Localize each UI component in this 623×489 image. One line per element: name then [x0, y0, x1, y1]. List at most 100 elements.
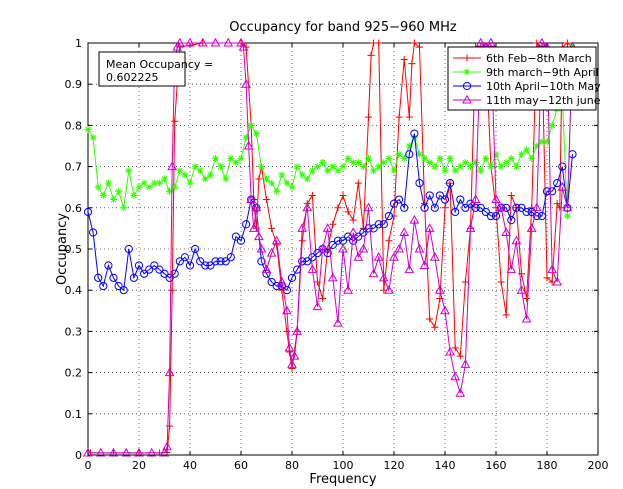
data-point	[358, 243, 369, 253]
data-point	[268, 224, 276, 232]
data-point	[492, 150, 500, 158]
data-point	[110, 196, 117, 204]
legend-label: 9th march−9th April	[486, 66, 599, 79]
data-point	[120, 204, 128, 212]
data-point	[429, 252, 440, 261]
data-point	[339, 191, 347, 199]
data-point	[206, 171, 214, 179]
data-point	[378, 272, 389, 282]
data-point	[339, 163, 347, 171]
data-point	[466, 199, 475, 208]
data-point	[481, 207, 490, 217]
data-point	[308, 253, 317, 262]
data-point	[395, 113, 403, 121]
data-point	[491, 211, 501, 221]
data-point	[175, 257, 184, 266]
data-point	[134, 261, 144, 270]
data-point	[266, 247, 277, 257]
y-tick-label: 0.5	[65, 243, 83, 256]
data-point	[288, 364, 296, 372]
data-point	[161, 175, 168, 183]
data-point	[278, 286, 286, 294]
data-point	[159, 447, 170, 457]
data-point	[451, 167, 459, 175]
data-point	[389, 199, 399, 208]
data-point	[516, 284, 527, 294]
data-point	[533, 142, 541, 150]
data-point	[288, 183, 296, 191]
data-point	[129, 273, 138, 282]
data-point	[543, 274, 551, 282]
data-point	[365, 113, 372, 121]
annotation-line-1: Mean Occupancy =	[106, 58, 213, 71]
data-point	[191, 244, 200, 254]
data-point	[247, 121, 255, 129]
data-point	[415, 178, 424, 188]
data-point	[243, 140, 254, 150]
x-tick-label: 40	[183, 459, 197, 472]
data-point	[456, 352, 464, 360]
data-point	[168, 286, 176, 294]
data-point	[465, 223, 476, 232]
data-point	[523, 146, 531, 154]
data-point	[180, 253, 189, 262]
data-point	[257, 257, 266, 266]
legend-marker	[463, 54, 471, 62]
x-tick-label: 180	[537, 459, 558, 472]
data-point	[507, 191, 515, 199]
data-point	[470, 194, 481, 204]
data-point	[537, 38, 547, 47]
data-point	[491, 194, 501, 204]
data-point	[196, 257, 205, 266]
data-point	[521, 313, 532, 323]
data-point	[104, 179, 112, 187]
data-point	[124, 244, 133, 254]
data-point	[271, 235, 282, 245]
data-point	[155, 179, 163, 187]
data-point	[354, 179, 362, 187]
data-point	[548, 121, 556, 129]
data-point	[435, 284, 445, 294]
annotation-line-2: 0.602225	[106, 71, 159, 84]
data-point	[95, 447, 106, 457]
data-point	[196, 167, 204, 175]
legend-label: 11th may−12th june	[486, 94, 601, 107]
data-point	[298, 257, 307, 266]
data-point	[419, 260, 430, 269]
data-point	[303, 175, 311, 183]
data-point	[278, 171, 286, 179]
data-point	[242, 220, 251, 229]
data-point	[487, 163, 495, 171]
y-tick-label: 0.7	[65, 161, 83, 174]
data-point	[164, 367, 175, 377]
data-point	[518, 150, 525, 158]
data-point	[375, 39, 383, 47]
data-point	[502, 158, 510, 166]
data-point	[553, 178, 562, 188]
data-point	[373, 252, 384, 261]
data-point	[502, 311, 510, 319]
data-point	[94, 183, 102, 191]
data-point	[563, 212, 571, 220]
data-point	[461, 278, 469, 286]
data-point	[556, 204, 564, 212]
data-point	[282, 305, 292, 315]
data-point	[223, 38, 234, 47]
data-point	[94, 273, 103, 282]
data-point	[323, 249, 332, 258]
data-point	[365, 154, 372, 162]
x-tick-label: 0	[85, 459, 92, 472]
data-point	[171, 117, 179, 125]
data-point	[394, 243, 404, 253]
data-point	[206, 261, 215, 270]
data-point	[512, 163, 520, 171]
data-point	[507, 216, 516, 225]
data-point	[451, 207, 460, 217]
data-point	[99, 281, 108, 291]
data-point	[273, 187, 281, 195]
data-point	[552, 276, 563, 286]
data-point	[109, 273, 118, 282]
data-point	[410, 129, 419, 138]
data-point	[344, 232, 353, 241]
data-point	[404, 264, 415, 274]
